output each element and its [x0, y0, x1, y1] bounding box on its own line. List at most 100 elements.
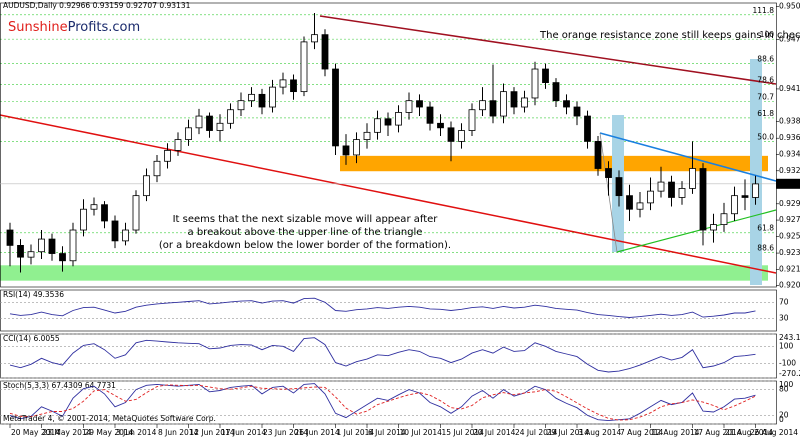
retracement-label: 50.0 — [757, 132, 774, 141]
candle-body — [374, 118, 381, 133]
x-tick-label: 29 May 2014 — [85, 428, 134, 437]
y-tick-label: 0.94725 — [779, 35, 800, 44]
chart-title: AUDUSD,Daily 0.92966 0.93159 0.92707 0.9… — [3, 1, 191, 10]
last-price-label: 0.93131 — [777, 179, 800, 188]
x-tick-label: 23 May 2014 — [43, 428, 92, 437]
candle-body — [342, 145, 350, 156]
y-tick-label: 20 — [779, 410, 789, 419]
x-tick-label: 29 Jul 2014 — [547, 428, 590, 437]
y-tick-label: 0.92910 — [779, 199, 800, 208]
highlight-bar — [750, 59, 762, 285]
x-tick-label: 20 Jul 2014 — [473, 428, 516, 437]
x-tick-label: 17 Jun 2014 — [221, 428, 266, 437]
candle-body — [132, 195, 140, 231]
retracement-label: 88.6 — [757, 244, 774, 253]
candle-body — [531, 68, 539, 99]
candle-body — [27, 251, 35, 258]
triangle-line — [616, 209, 777, 253]
y-tick-label: 0.93275 — [779, 166, 800, 175]
retracement-label: 100 — [760, 30, 775, 39]
candle-body — [48, 238, 56, 254]
candle-body — [216, 122, 224, 131]
candle-body — [479, 100, 486, 111]
candle-body — [416, 100, 423, 108]
y-tick-label: 0.95090 — [779, 2, 800, 11]
candle-body — [447, 127, 455, 142]
x-tick-label: 20 May 2014 — [11, 428, 60, 437]
x-tick-label: 12 Aug 2014 — [652, 428, 700, 437]
candle-body — [489, 100, 497, 117]
candle-body — [405, 100, 413, 113]
candle-body — [185, 127, 192, 140]
candle-body — [311, 34, 318, 43]
candle-body — [90, 204, 98, 210]
candle-body — [647, 190, 654, 204]
y-tick-label: 0 — [779, 415, 784, 424]
candle-body — [69, 229, 77, 262]
last-price-box — [776, 178, 800, 189]
y-tick-label: 0.92730 — [779, 215, 800, 224]
y-tick-label: 30 — [779, 314, 789, 323]
y-tick-label: 0.93455 — [779, 149, 800, 158]
candle-body — [101, 204, 108, 222]
candle-body — [363, 131, 371, 140]
plot-frame — [0, 2, 777, 288]
y-tick-label: 70 — [779, 297, 789, 306]
candle-body — [710, 224, 717, 231]
candle-body — [626, 195, 633, 210]
candle-body — [395, 112, 402, 126]
triangle-line — [599, 132, 777, 182]
y-tick-label: 0.92005 — [779, 281, 800, 290]
x-tick-label: 15 Jul 2014 — [442, 428, 485, 437]
candle-body — [678, 188, 686, 198]
indicator-line — [9, 297, 756, 318]
candle-body — [752, 183, 759, 198]
annotation: a breakout above the upper line of the t… — [188, 227, 423, 238]
retracement-label: 78.6 — [757, 75, 774, 84]
x-tick-label: 21 Aug 2014 — [725, 428, 773, 437]
y-tick-label: 100 — [779, 380, 794, 389]
y-tick-label: 0.93635 — [779, 133, 800, 142]
candle-body — [80, 208, 87, 231]
candle-body — [237, 100, 245, 111]
candle-body — [542, 68, 549, 83]
candle-body — [668, 181, 675, 198]
candle-body — [521, 97, 528, 108]
candle-body — [636, 202, 644, 210]
annotation: It seems that the next sizable move will… — [173, 214, 439, 225]
x-tick-label: 24 Jul 2014 — [515, 428, 558, 437]
candle-body — [38, 238, 45, 253]
candle-body — [615, 177, 623, 197]
indicator-line — [9, 384, 756, 421]
x-tick-label: 7 Aug 2014 — [620, 428, 663, 437]
candle-body — [122, 229, 129, 242]
y-tick-label: 0.94180 — [779, 84, 800, 93]
indicator-line — [9, 337, 756, 373]
candle-body — [59, 253, 66, 262]
x-tick-label: 6 Jul 2014 — [368, 428, 406, 437]
candle-body — [6, 229, 14, 246]
retracement-label: 88.6 — [757, 55, 774, 64]
candle-body — [300, 41, 308, 93]
candle-body — [500, 91, 507, 117]
candle-body — [195, 115, 203, 129]
candle-body — [594, 140, 602, 169]
channel-line — [0, 114, 777, 274]
candle-body — [111, 220, 119, 242]
candle-body — [731, 195, 738, 215]
y-tick-label: 100 — [779, 341, 794, 350]
footer: MetaTrader 4, © 2001-2014, MetaQuotes So… — [3, 414, 216, 423]
candle-body — [605, 168, 612, 178]
x-tick-label: 26 Jun 2014 — [295, 428, 340, 437]
x-tick-label: 26 Aug 2014 — [750, 428, 798, 437]
candle-body — [741, 195, 749, 198]
panel-frame — [0, 289, 777, 332]
retracement-label: 70.7 — [757, 93, 774, 102]
x-tick-label: 3 Jun 2014 — [116, 428, 157, 437]
candle-body — [279, 79, 287, 88]
y-tick-label: 243.1966 — [779, 333, 800, 342]
candle-body — [248, 93, 255, 102]
candle-body — [153, 160, 161, 177]
panel-title: RSI(14) 49.3536 — [3, 290, 64, 299]
